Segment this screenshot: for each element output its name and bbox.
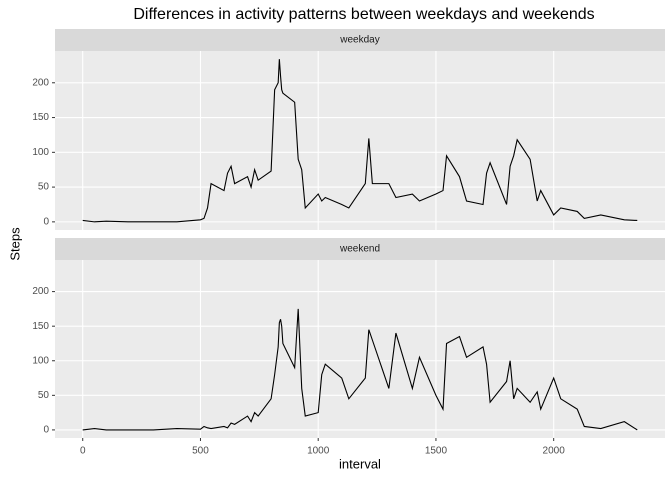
- strip: [55, 29, 665, 51]
- panel: [55, 260, 665, 438]
- y-tick-label: 0: [43, 217, 49, 228]
- strip-label: weekday: [339, 35, 379, 46]
- x-tick-label: 1500: [425, 446, 448, 457]
- y-tick-label: 150: [32, 321, 49, 332]
- y-tick-label: 100: [32, 147, 49, 158]
- y-tick-label: 50: [38, 390, 50, 401]
- y-tick-label: 100: [32, 355, 49, 366]
- y-tick-label: 200: [32, 77, 49, 88]
- y-tick-label: 0: [43, 425, 49, 436]
- line: [82, 308, 638, 431]
- strip: [55, 238, 665, 260]
- x-tick-label: 2000: [543, 446, 566, 457]
- x-tick-label: 0: [80, 446, 86, 457]
- x-axis-title: interval: [339, 456, 381, 471]
- x-tick-label: 500: [192, 446, 209, 457]
- y-tick-label: 200: [32, 286, 49, 297]
- chart-title: Differences in activity patterns between…: [133, 6, 594, 23]
- y-tick-label: 50: [38, 182, 50, 193]
- y-axis-title: Steps: [7, 227, 22, 261]
- y-tick-label: 150: [32, 112, 49, 123]
- strip-label: weekend: [339, 244, 380, 255]
- x-tick-label: 1000: [307, 446, 330, 457]
- panel: [55, 51, 665, 230]
- line: [82, 59, 638, 223]
